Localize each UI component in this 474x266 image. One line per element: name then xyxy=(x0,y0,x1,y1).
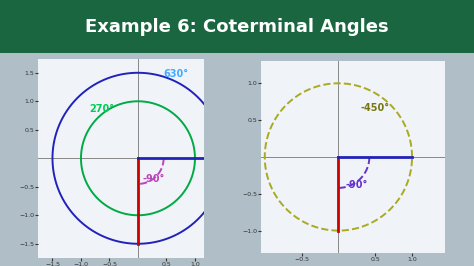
Text: -90°: -90° xyxy=(143,174,165,184)
Text: 270°: 270° xyxy=(90,103,115,114)
Text: 630°: 630° xyxy=(164,69,189,79)
Text: Example 6: Coterminal Angles: Example 6: Coterminal Angles xyxy=(85,18,389,36)
Text: -90°: -90° xyxy=(346,180,368,190)
Text: -450°: -450° xyxy=(361,103,390,113)
